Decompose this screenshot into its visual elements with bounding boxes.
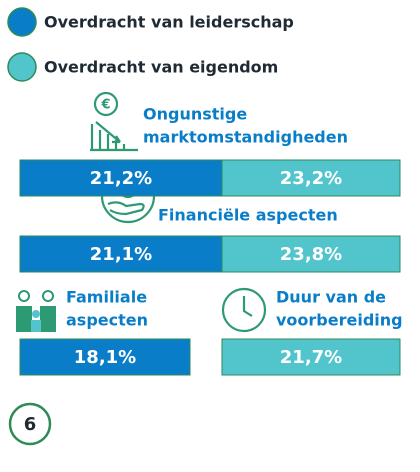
svg-text:€: € bbox=[100, 98, 110, 113]
value-label: 21,2% bbox=[90, 168, 152, 189]
bar bbox=[19, 159, 223, 197]
group-label: Financiële aspecten bbox=[158, 206, 338, 225]
bar bbox=[221, 159, 401, 197]
group-label: voorbereiding bbox=[276, 311, 403, 330]
value-label: 21,1% bbox=[90, 244, 152, 265]
page-badge bbox=[8, 402, 52, 446]
value-label: 23,2% bbox=[280, 168, 342, 189]
legend-label: Overdracht van eigendom bbox=[44, 58, 278, 77]
icon-market: € bbox=[90, 91, 138, 152]
page-number: 6 bbox=[24, 414, 37, 435]
group-label: Ongunstige bbox=[143, 105, 247, 124]
group-label: aspecten bbox=[66, 311, 148, 330]
group-label: Familiale bbox=[66, 288, 147, 307]
value-label: 21,7% bbox=[280, 347, 342, 368]
bar bbox=[221, 338, 401, 376]
group-label: marktomstandigheden bbox=[143, 128, 348, 147]
bar bbox=[19, 338, 191, 376]
legend-swatch bbox=[7, 7, 37, 37]
value-label: 23,8% bbox=[280, 244, 342, 265]
value-label: 18,1% bbox=[74, 347, 136, 368]
bar bbox=[221, 235, 401, 273]
icon-clock bbox=[221, 287, 267, 333]
legend-label: Overdracht van leiderschap bbox=[44, 13, 294, 32]
icon-family bbox=[16, 290, 56, 332]
legend-swatch bbox=[7, 52, 37, 82]
group-label: Duur van de bbox=[276, 288, 386, 307]
